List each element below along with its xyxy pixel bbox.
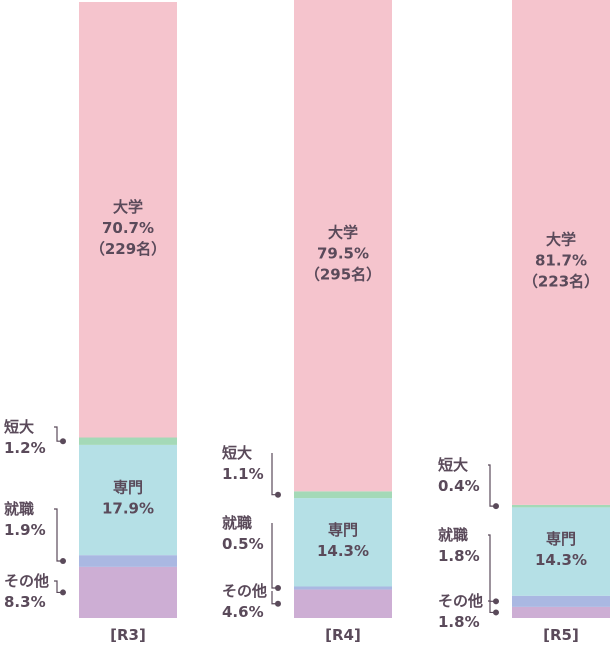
bar-r5-employment	[512, 595, 610, 607]
leader-dot-r5-employment	[493, 598, 499, 605]
category-label-r4: [R4]	[325, 626, 361, 644]
side-label-r5-other-1: 1.8%	[438, 613, 480, 631]
side-label-r5-other-0: その他	[438, 592, 483, 610]
side-label-r4-junior-college-1: 1.1%	[222, 465, 264, 483]
bar-r3-university	[79, 2, 177, 438]
side-label-r5-employment-0: 就職	[438, 526, 468, 544]
leader-line-r4-employment	[271, 523, 278, 589]
bar-r4-vocational	[294, 498, 392, 587]
bar-r3-vocational	[79, 444, 177, 556]
leader-dot-r3-junior-college	[60, 438, 66, 445]
data-label-r3-vocational-1: 17.9%	[102, 500, 154, 518]
bar-r4-university	[294, 0, 392, 492]
side-label-r3-other-1: 8.3%	[4, 593, 46, 611]
bar-r5-other	[512, 606, 610, 618]
data-label-r5-vocational-1: 14.3%	[535, 551, 587, 569]
leader-dot-r5-other	[493, 609, 499, 616]
leader-dot-r5-junior-college	[493, 503, 499, 510]
leader-dot-r4-other	[275, 600, 281, 607]
data-label-r4-vocational-0: 専門	[328, 521, 358, 539]
leader-line-r3-employment	[54, 508, 63, 562]
bar-r3-junior-college	[79, 437, 177, 445]
leader-line-r5-junior-college	[488, 464, 496, 507]
bar-r3-employment	[79, 555, 177, 567]
side-label-r3-junior-college-1: 1.2%	[4, 439, 46, 457]
bar-r4-other	[294, 589, 392, 618]
data-label-r3-vocational-0: 専門	[113, 479, 143, 497]
category-label-r5: [R5]	[543, 626, 579, 644]
leader-dot-r3-employment	[60, 558, 66, 565]
data-label-r4-vocational-1: 14.3%	[317, 542, 369, 560]
data-label-r5-university-2: （223名）	[523, 272, 599, 290]
side-label-r5-junior-college-1: 0.4%	[438, 477, 480, 495]
bar-r5-vocational	[512, 507, 610, 596]
side-label-r4-employment-1: 0.5%	[222, 535, 264, 553]
side-label-r3-other-0: その他	[4, 572, 49, 590]
data-label-r5-university-1: 81.7%	[535, 251, 587, 269]
data-label-r3-university-1: 70.7%	[102, 219, 154, 237]
side-label-r3-employment-0: 就職	[4, 500, 34, 518]
data-label-r5-university-0: 大学	[546, 230, 576, 248]
data-label-r5-vocational-0: 専門	[546, 530, 576, 548]
bar-r5-university	[512, 0, 610, 505]
side-label-r5-employment-1: 1.8%	[438, 547, 480, 565]
data-label-r3-university-2: （229名）	[90, 240, 166, 258]
side-label-r4-other-0: その他	[222, 582, 267, 600]
leader-dot-r4-junior-college	[275, 491, 281, 498]
side-label-r3-employment-1: 1.9%	[4, 521, 46, 539]
data-label-r3-university-0: 大学	[113, 198, 143, 216]
leader-dot-r3-other	[60, 589, 66, 596]
data-label-r4-university-0: 大学	[328, 224, 358, 242]
leader-line-r5-employment	[488, 534, 496, 602]
side-label-r4-employment-0: 就職	[222, 514, 252, 532]
data-label-r4-university-2: （295名）	[305, 266, 381, 284]
side-label-r4-junior-college-0: 短大	[222, 444, 252, 462]
leader-dot-r4-employment	[275, 585, 281, 592]
side-label-r4-other-1: 4.6%	[222, 603, 264, 621]
bar-r5-junior-college	[512, 504, 610, 508]
category-label-r3: [R3]	[110, 626, 146, 644]
bar-r4-employment	[294, 586, 392, 590]
bar-r3-other	[79, 566, 177, 618]
data-label-r4-university-1: 79.5%	[317, 245, 369, 263]
side-label-r3-junior-college-0: 短大	[4, 418, 34, 436]
bar-r4-junior-college	[294, 491, 392, 499]
side-label-r5-junior-college-0: 短大	[438, 456, 468, 474]
leader-line-r4-junior-college	[271, 453, 278, 496]
